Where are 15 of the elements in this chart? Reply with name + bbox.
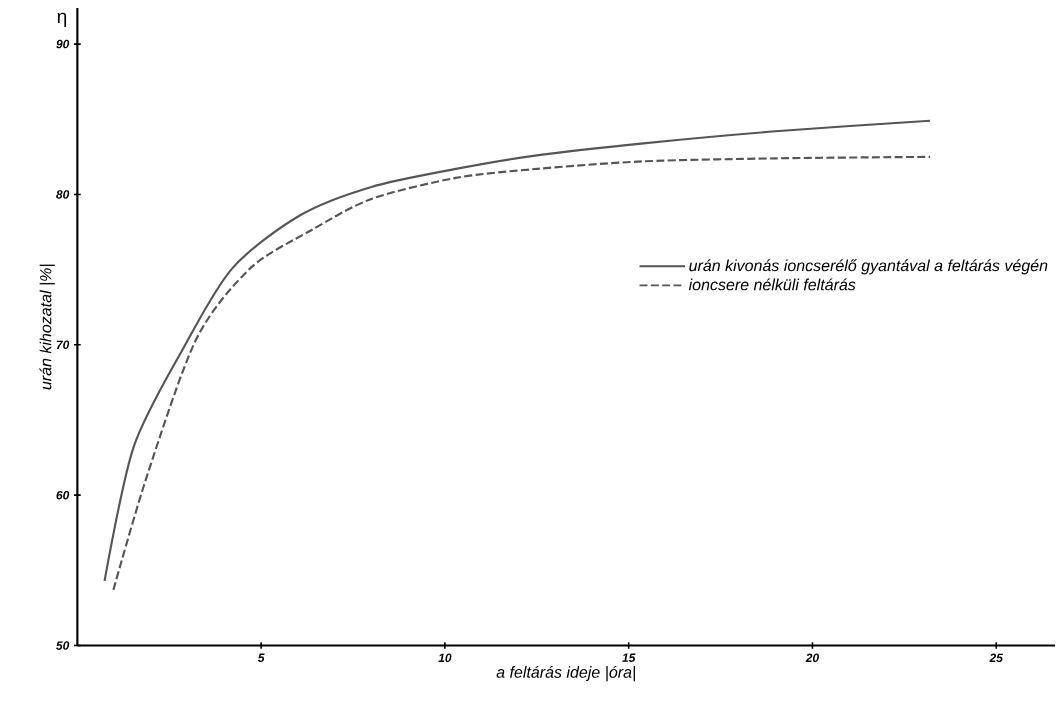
x-tick-label: 25 — [989, 653, 1004, 663]
x-tick-label: 15 — [622, 653, 636, 663]
y-axis-title: urán kihozatal |%| — [39, 264, 55, 390]
x-tick-label: 5 — [257, 653, 265, 663]
legend-label: ioncsere nélküli feltárás — [688, 278, 856, 291]
y-tick-label: 80 — [56, 190, 70, 199]
y-tick-label: 50 — [56, 641, 70, 651]
y-tick-label: 90 — [56, 40, 70, 49]
y-tick-label: 70 — [56, 340, 70, 350]
x-tick-label: 10 — [438, 653, 452, 663]
text: η — [57, 12, 67, 28]
x-tick-label: 20 — [805, 653, 819, 663]
y-tick-label: 60 — [56, 491, 70, 500]
legend-label: urán kivonás ioncserélő gyantával a feltárás végén — [689, 259, 1048, 275]
x-axis-title: a feltárás ideje |óra| — [496, 666, 635, 682]
